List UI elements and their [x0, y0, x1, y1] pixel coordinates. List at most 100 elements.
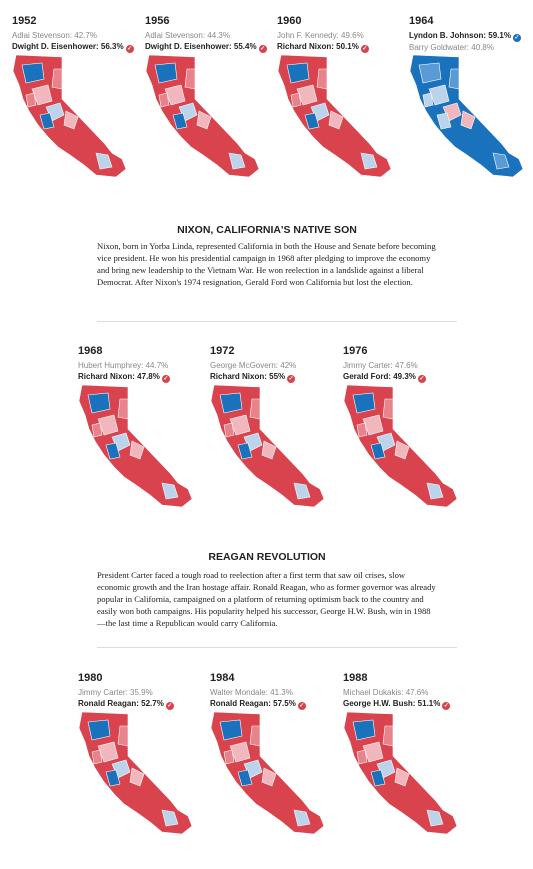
county-shape	[164, 84, 186, 106]
county-shape	[293, 482, 311, 500]
county-shape	[356, 422, 368, 438]
county-shape	[39, 112, 55, 130]
winner-line: Richard Nixon: 55% ✓	[210, 371, 335, 383]
county-shape	[172, 112, 188, 130]
county-shape	[360, 152, 378, 170]
winner-line: Dwight D. Eisenhower: 55.4% ✓	[145, 41, 270, 53]
county-shape	[237, 442, 253, 460]
county-shape	[296, 84, 318, 106]
loser-line: Jimmy Carter: 35.9%	[78, 687, 203, 698]
county-shape	[219, 392, 243, 414]
year: 1968	[78, 345, 103, 357]
county-shape	[370, 769, 386, 787]
election-panel: 1984 Walter Mondale: 41.3% Ronald Reagan: …	[210, 672, 335, 847]
county-shape	[394, 440, 410, 460]
winner-line: Richard Nixon: 47.8% ✓	[78, 371, 203, 383]
county-map	[343, 712, 458, 835]
year: 1984	[210, 672, 235, 684]
county-shape	[362, 741, 384, 763]
winner-line: Dwight D. Eisenhower: 56.3% ✓	[12, 41, 137, 53]
county-shape	[229, 741, 251, 763]
county-shape	[97, 414, 119, 436]
section-text: President Carter faced a tough road to r…	[97, 570, 436, 628]
county-shape	[154, 62, 178, 84]
winner-check: ✓	[287, 375, 296, 383]
county-shape	[117, 398, 129, 420]
divider	[97, 321, 457, 322]
winner-label: Gerald Ford: 49.3%	[343, 372, 416, 381]
county-map	[210, 385, 325, 508]
county-map	[145, 55, 260, 178]
county-shape	[382, 725, 394, 747]
county-shape	[370, 442, 386, 460]
winner-label: Dwight D. Eisenhower: 55.4%	[145, 42, 257, 51]
county-shape	[95, 152, 113, 170]
county-shape	[91, 749, 103, 765]
county-shape	[158, 92, 170, 108]
county-shape	[31, 84, 53, 106]
county-shape	[394, 767, 410, 787]
loser-label: Jimmy Carter: 35.9%	[78, 688, 153, 697]
county-shape	[129, 440, 145, 460]
loser-line: John F. Kennedy: 49.6%	[277, 30, 402, 41]
loser-label: Michael Dukakis: 47.6%	[343, 688, 429, 697]
county-shape	[161, 809, 179, 827]
county-shape	[223, 749, 235, 765]
county-map	[78, 385, 193, 508]
election-panel: 1956 Adlai Stevenson: 44.3% Dwight D. Eise…	[145, 15, 270, 190]
election-panel: 1952 Adlai Stevenson: 42.7% Dwight D. Eise…	[12, 15, 137, 190]
county-shape	[436, 112, 452, 130]
election-panel: 1964 Lyndon B. Johnson: 59.1% ✓ Barry Goldw…	[409, 15, 533, 190]
loser-label: Barry Goldwater: 40.8%	[409, 43, 494, 52]
county-shape	[25, 92, 37, 108]
winner-label: Richard Nixon: 47.8%	[78, 372, 160, 381]
year: 1952	[12, 15, 37, 27]
county-shape	[418, 62, 442, 84]
winner-check: ✓	[442, 702, 451, 710]
county-shape	[249, 398, 261, 420]
loser-label: Jimmy Carter: 47.6%	[343, 361, 418, 370]
divider	[97, 647, 457, 648]
winner-check: ✓	[512, 34, 521, 42]
year: 1960	[277, 15, 302, 27]
election-panel: 1988 Michael Dukakis: 47.6% George H.W. Bu…	[343, 672, 468, 847]
county-shape	[356, 749, 368, 765]
county-shape	[286, 62, 310, 84]
county-shape	[237, 769, 253, 787]
county-shape	[492, 152, 510, 170]
election-panel: 1960 John F. Kennedy: 49.6% Richard Nixon:…	[277, 15, 402, 190]
county-shape	[87, 392, 111, 414]
section-text: Nixon, born in Yorba Linda, represented …	[97, 241, 436, 287]
loser-label: Adlai Stevenson: 44.3%	[145, 31, 230, 40]
loser-line: Adlai Stevenson: 44.3%	[145, 30, 270, 41]
winner-label: Dwight D. Eisenhower: 56.3%	[12, 42, 124, 51]
loser-line: Michael Dukakis: 47.6%	[343, 687, 468, 698]
county-shape	[426, 482, 444, 500]
loser-label: Adlai Stevenson: 42.7%	[12, 31, 97, 40]
section-heading: NIXON, CALIFORNIA'S NATIVE SON	[177, 224, 357, 236]
winner-check: ✓	[360, 45, 369, 53]
loser-line: Barry Goldwater: 40.8%	[409, 42, 533, 53]
county-shape	[97, 741, 119, 763]
winner-check: ✓	[125, 45, 134, 53]
year: 1956	[145, 15, 170, 27]
county-shape	[448, 68, 460, 90]
winner-line: George H.W. Bush: 51.1% ✓	[343, 698, 468, 710]
county-shape	[352, 719, 376, 741]
loser-line: Walter Mondale: 41.3%	[210, 687, 335, 698]
winner-line: Ronald Reagan: 57.5% ✓	[210, 698, 335, 710]
winner-check: ✓	[297, 702, 306, 710]
county-shape	[223, 422, 235, 438]
county-shape	[63, 110, 79, 130]
county-map	[343, 385, 458, 508]
county-shape	[428, 84, 450, 106]
loser-line: Hubert Humphrey: 44.7%	[78, 360, 203, 371]
county-shape	[261, 440, 277, 460]
loser-label: Hubert Humphrey: 44.7%	[78, 361, 169, 370]
election-panel: 1976 Jimmy Carter: 47.6% Gerald Ford: 49.3…	[343, 345, 468, 520]
winner-check: ✓	[165, 702, 174, 710]
county-shape	[21, 62, 45, 84]
county-shape	[219, 719, 243, 741]
county-shape	[249, 725, 261, 747]
